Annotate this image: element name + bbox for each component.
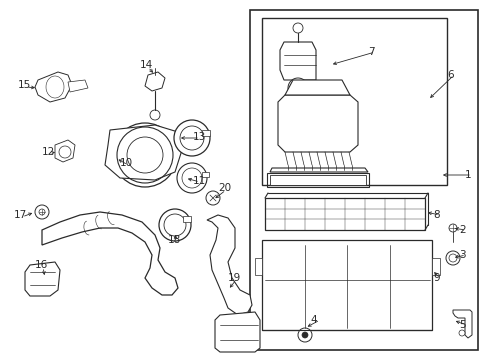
- Text: 4: 4: [310, 315, 317, 325]
- Text: 9: 9: [433, 273, 440, 283]
- Bar: [202, 172, 209, 177]
- Circle shape: [449, 254, 457, 262]
- Circle shape: [449, 224, 457, 232]
- Bar: [265, 198, 425, 230]
- Text: 15: 15: [18, 80, 31, 90]
- Circle shape: [180, 126, 204, 150]
- Circle shape: [35, 205, 49, 219]
- Bar: [202, 130, 210, 136]
- Polygon shape: [105, 125, 182, 180]
- Bar: [183, 216, 191, 222]
- Polygon shape: [215, 312, 260, 352]
- Circle shape: [174, 120, 210, 156]
- Bar: [267, 173, 369, 187]
- Text: 12: 12: [42, 147, 55, 157]
- Text: 7: 7: [368, 47, 375, 57]
- Text: 6: 6: [447, 70, 454, 80]
- Polygon shape: [207, 215, 252, 315]
- Text: 10: 10: [120, 158, 133, 168]
- Text: 1: 1: [465, 170, 472, 180]
- Circle shape: [177, 163, 207, 193]
- Polygon shape: [270, 168, 368, 172]
- Circle shape: [113, 123, 177, 187]
- Text: 8: 8: [433, 210, 440, 220]
- Circle shape: [298, 328, 312, 342]
- Text: 19: 19: [228, 273, 241, 283]
- Circle shape: [446, 251, 460, 265]
- Bar: [262, 240, 432, 330]
- Polygon shape: [453, 310, 472, 338]
- Polygon shape: [255, 258, 262, 275]
- Circle shape: [206, 191, 220, 205]
- Polygon shape: [432, 258, 440, 275]
- Circle shape: [292, 82, 304, 94]
- Circle shape: [59, 146, 71, 158]
- Circle shape: [164, 214, 186, 236]
- Bar: [270, 175, 366, 185]
- Text: 17: 17: [14, 210, 27, 220]
- Text: 16: 16: [35, 260, 48, 270]
- Text: 14: 14: [140, 60, 153, 70]
- Bar: [250, 10, 478, 350]
- Text: 2: 2: [459, 225, 466, 235]
- Polygon shape: [55, 140, 75, 162]
- Text: 3: 3: [459, 250, 466, 260]
- Circle shape: [293, 23, 303, 33]
- Text: 18: 18: [168, 235, 181, 245]
- Polygon shape: [42, 212, 178, 295]
- Polygon shape: [285, 80, 350, 95]
- Bar: [262, 18, 447, 185]
- Polygon shape: [25, 262, 60, 296]
- Text: 11: 11: [193, 176, 206, 186]
- Circle shape: [182, 168, 202, 188]
- Circle shape: [159, 209, 191, 241]
- Polygon shape: [145, 72, 165, 91]
- Polygon shape: [68, 80, 88, 92]
- Text: 20: 20: [218, 183, 231, 193]
- Text: 13: 13: [193, 132, 206, 142]
- Circle shape: [288, 78, 308, 98]
- Polygon shape: [35, 72, 72, 102]
- Polygon shape: [278, 95, 358, 152]
- Circle shape: [302, 332, 308, 338]
- Circle shape: [133, 143, 157, 167]
- Text: 5: 5: [459, 320, 466, 330]
- Polygon shape: [280, 42, 316, 80]
- Circle shape: [459, 330, 465, 336]
- Circle shape: [150, 110, 160, 120]
- Circle shape: [123, 133, 167, 177]
